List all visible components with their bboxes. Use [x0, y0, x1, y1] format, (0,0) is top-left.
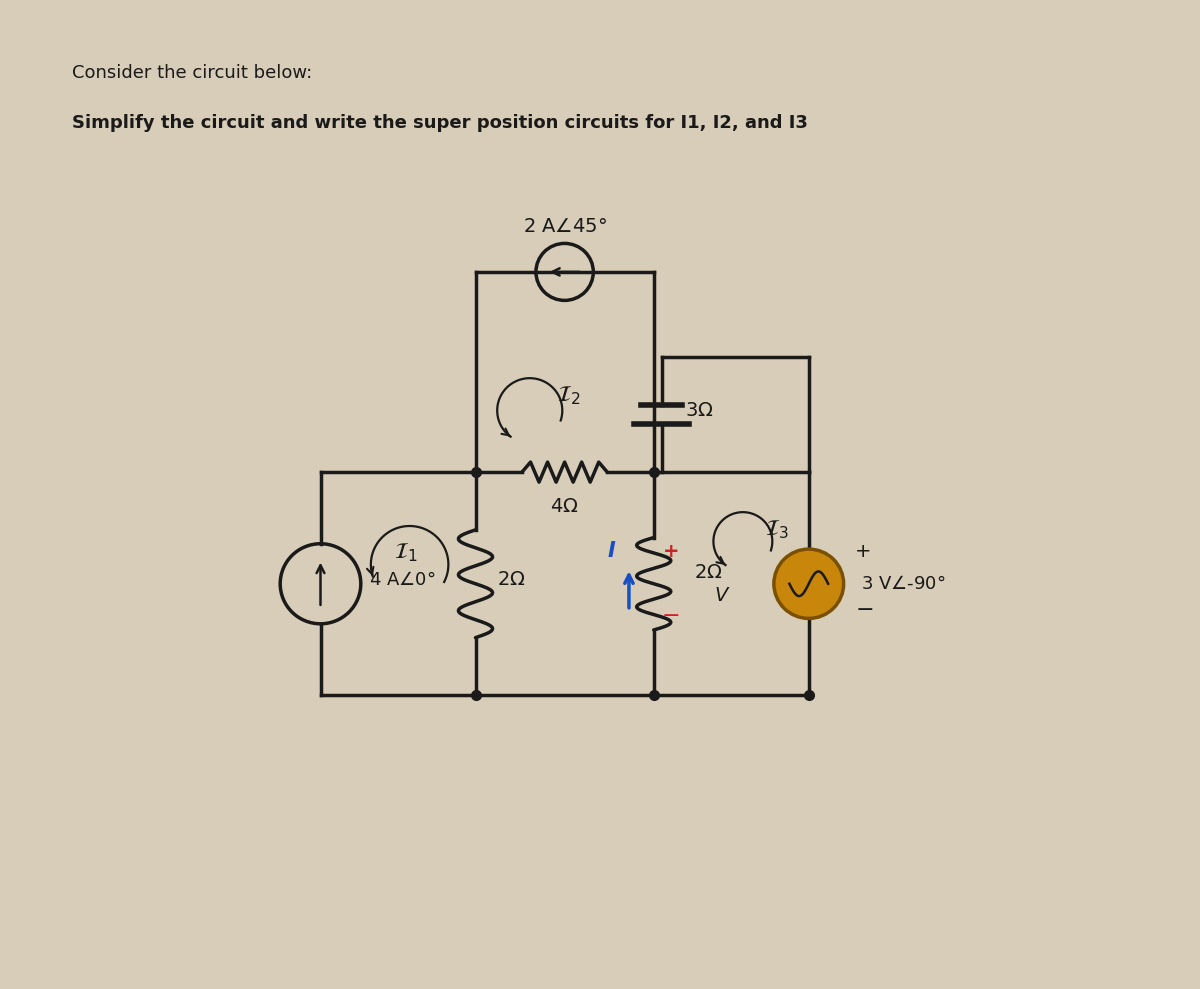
Text: I: I	[607, 541, 616, 561]
Text: V: V	[714, 585, 727, 605]
Text: Simplify the circuit and write the super position circuits for I1, I2, and I3: Simplify the circuit and write the super…	[72, 114, 808, 132]
Text: 4$\Omega$: 4$\Omega$	[551, 496, 578, 515]
Text: 2$\Omega$: 2$\Omega$	[694, 563, 722, 582]
Text: $\mathcal{I}_1$: $\mathcal{I}_1$	[394, 541, 418, 564]
Text: −: −	[856, 600, 874, 620]
Text: +: +	[856, 542, 871, 561]
Circle shape	[774, 549, 844, 618]
Text: $\mathcal{I}_2$: $\mathcal{I}_2$	[557, 385, 580, 406]
Text: −: −	[661, 606, 680, 626]
Text: $\mathcal{I}_3$: $\mathcal{I}_3$	[766, 518, 788, 541]
Text: +: +	[662, 542, 679, 561]
Text: 3$\Omega$: 3$\Omega$	[685, 401, 713, 420]
Text: 4 A$\angle$0°: 4 A$\angle$0°	[368, 571, 436, 588]
Text: 2 A$\angle$45°: 2 A$\angle$45°	[522, 217, 607, 235]
Text: 3 V$\angle$-90°: 3 V$\angle$-90°	[862, 575, 946, 592]
Text: Consider the circuit below:: Consider the circuit below:	[72, 64, 312, 82]
Text: 2$\Omega$: 2$\Omega$	[497, 571, 526, 589]
